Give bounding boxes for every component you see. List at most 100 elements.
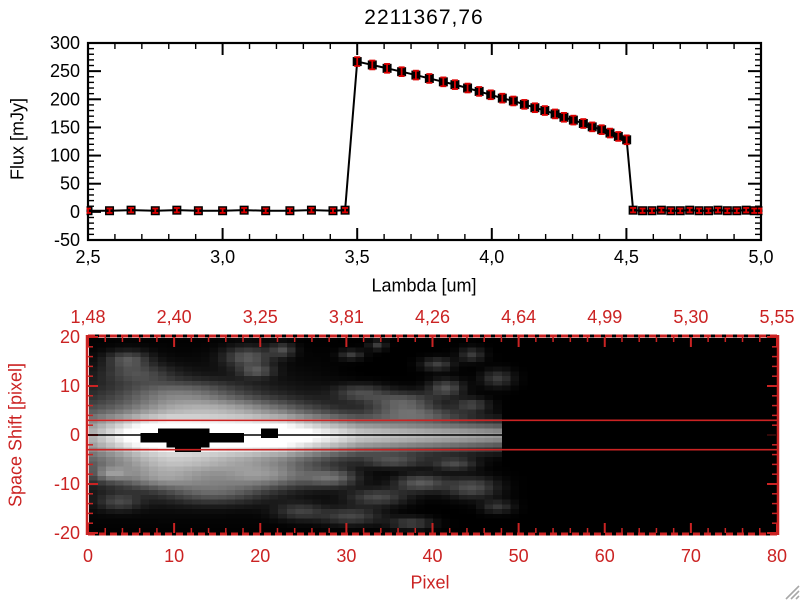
error-bar xyxy=(552,108,559,120)
tick-label: 5,55 xyxy=(759,307,794,327)
tick-label: 4,99 xyxy=(587,307,622,327)
tick-label: 0 xyxy=(70,202,80,222)
tick-label: 20 xyxy=(250,546,270,566)
error-bar xyxy=(426,73,433,84)
tick-label: 3,81 xyxy=(329,307,364,327)
error-bar xyxy=(354,56,361,67)
tick-label: 80 xyxy=(767,546,787,566)
lambda-axis-label: Lambda [um] xyxy=(371,275,477,296)
tick-label: 4,64 xyxy=(501,307,536,327)
bottom-panel-ticks xyxy=(87,336,778,534)
error-bar xyxy=(487,89,494,101)
error-bar xyxy=(541,105,548,116)
tick-label: -20 xyxy=(54,523,80,543)
error-bar xyxy=(615,131,622,142)
error-bar xyxy=(329,207,336,214)
tick-label: 20 xyxy=(60,327,80,347)
error-bar xyxy=(743,207,750,214)
error-bar xyxy=(412,69,419,81)
data-point-marker xyxy=(86,206,93,216)
tick-label: 4,0 xyxy=(479,247,504,267)
error-bar xyxy=(440,76,447,88)
tick-label: 10 xyxy=(164,546,184,566)
space-shift-axis-label: Space Shift [pixel] xyxy=(5,362,26,508)
resize-grip-icon[interactable] xyxy=(785,585,800,600)
error-bar xyxy=(724,207,731,214)
bottom-panel-frame xyxy=(85,334,780,536)
bottom-panel-x-tick-labels: 0 10 20 30 40 50 60 70 80 xyxy=(83,546,787,566)
tick-label: 4,5 xyxy=(614,247,639,267)
tick-label: 2,5 xyxy=(75,247,100,267)
error-bar xyxy=(398,66,405,78)
tick-label: 50 xyxy=(60,174,80,194)
tick-label: 300 xyxy=(50,33,80,53)
error-bar xyxy=(648,207,655,214)
error-bar xyxy=(308,207,315,214)
tick-label: 3,5 xyxy=(345,247,370,267)
flux-data-series xyxy=(86,56,763,216)
error-bar xyxy=(106,207,113,214)
error-bar xyxy=(195,207,202,214)
page-title: 2211367,76 xyxy=(364,6,484,29)
top-plot-frame xyxy=(86,41,763,242)
tick-label: -50 xyxy=(54,230,80,250)
error-bar xyxy=(384,63,391,74)
error-bar xyxy=(531,102,538,114)
tick-label: 2,40 xyxy=(157,307,192,327)
error-bar xyxy=(667,207,674,214)
error-bar xyxy=(751,207,758,214)
error-bar xyxy=(510,95,517,107)
error-bar xyxy=(499,92,506,104)
error-bar xyxy=(262,207,269,214)
error-bar xyxy=(369,59,376,71)
error-bar xyxy=(623,134,630,146)
tick-label: 30 xyxy=(336,546,356,566)
error-bar xyxy=(86,207,91,214)
error-bar xyxy=(598,124,605,135)
error-bar xyxy=(758,207,763,214)
tick-label: 3,0 xyxy=(210,247,235,267)
top-plot-x-tick-labels: 2,5 3,0 3,5 4,0 4,5 5,0 xyxy=(75,247,773,267)
error-bar xyxy=(464,82,471,94)
error-bar xyxy=(173,207,180,214)
error-bar xyxy=(570,114,577,126)
error-bar xyxy=(639,207,646,214)
error-bar xyxy=(128,207,135,214)
error-bar xyxy=(152,207,159,214)
error-bar xyxy=(705,207,712,214)
error-bar xyxy=(733,207,740,214)
tick-label: 4,26 xyxy=(415,307,450,327)
bottom-panel-y-tick-labels: -20 -10 0 10 20 xyxy=(54,327,80,543)
tick-label: 40 xyxy=(422,546,442,566)
error-bar xyxy=(630,207,637,214)
extraction-aperture-lines xyxy=(88,419,777,451)
error-bar xyxy=(476,86,483,97)
error-bar xyxy=(696,207,703,214)
tick-label: 10 xyxy=(60,376,80,396)
error-bar xyxy=(606,127,613,139)
error-bar xyxy=(580,118,587,129)
error-bar xyxy=(219,207,226,214)
top-plot-ticks xyxy=(87,42,762,241)
tick-label: 50 xyxy=(509,546,529,566)
tick-label: 0 xyxy=(70,425,80,445)
tick-label: 3,25 xyxy=(243,307,278,327)
error-bar xyxy=(714,207,721,214)
tick-label: 150 xyxy=(50,117,80,137)
error-bar xyxy=(286,207,293,214)
error-bar xyxy=(677,207,684,214)
tick-label: 5,0 xyxy=(748,247,773,267)
flux-line xyxy=(88,60,761,212)
error-bar xyxy=(521,99,528,110)
error-bar xyxy=(658,207,665,214)
error-bar xyxy=(451,79,458,90)
bottom-panel-wavelength-labels: 1,48 2,40 3,25 3,81 4,26 4,64 4,99 5,30 5,55 xyxy=(70,307,794,327)
tick-label: 5,30 xyxy=(673,307,708,327)
pixel-axis-label: Pixel xyxy=(410,572,450,593)
tick-label: 0 xyxy=(83,546,93,566)
top-plot-y-tick-labels: -50 0 50 100 150 200 250 300 xyxy=(50,33,80,250)
error-bar xyxy=(560,111,567,123)
error-bar xyxy=(686,207,693,214)
